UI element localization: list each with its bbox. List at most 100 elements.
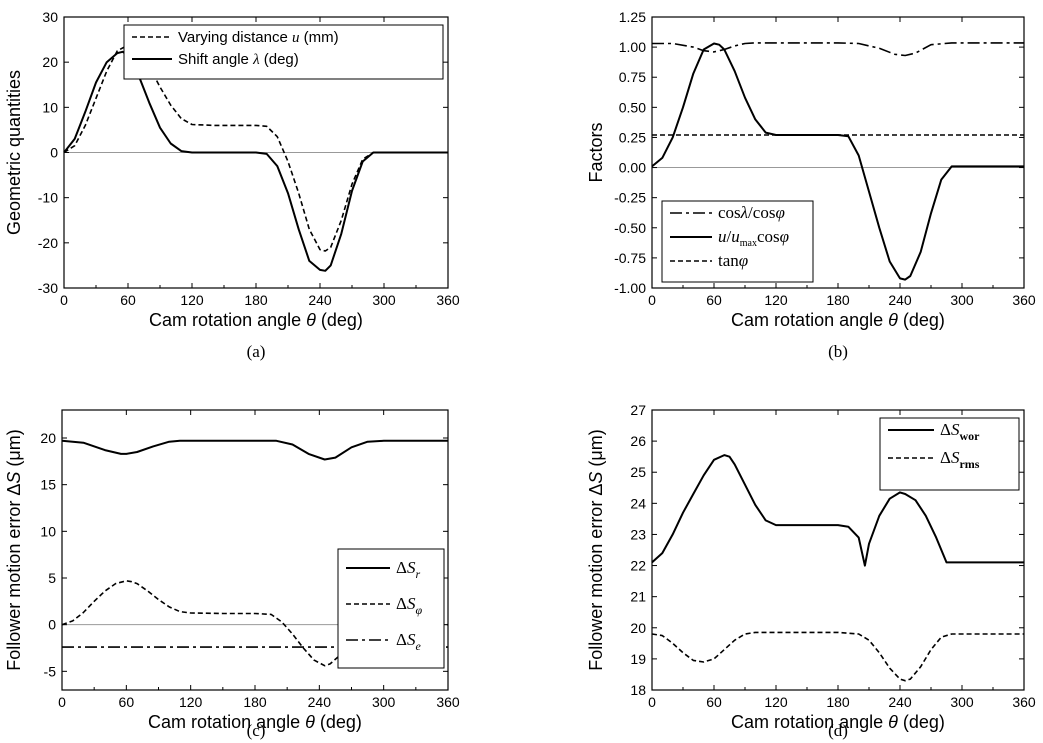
y-tick-label: -0.50 [614,220,646,236]
legend-entry-3: tanφ [718,251,748,270]
x-tick-label: 0 [60,292,68,308]
series-line-1 [61,439,448,461]
y-axis-label: Follower motion error ΔS (μm) [586,429,606,670]
series-line-2 [61,579,448,667]
y-tick-label: 20 [630,620,646,636]
x-tick-label: 0 [648,292,656,308]
series-line-1 [63,44,448,252]
x-tick-label: 240 [308,694,332,710]
legend-entry-1: Varying distance u (mm) [178,29,339,46]
legend-entry-1: cosλ/cosφ [718,203,785,222]
x-tick-label: 240 [308,292,332,308]
y-tick-label: 30 [42,9,58,25]
legend-entry-1: ΔSwor [940,420,980,443]
y-tick-label: -0.75 [614,250,646,266]
y-tick-label: 0.50 [619,99,646,115]
legend-entry-2: ΔSrms [940,448,980,471]
legend-entry-2: ΔSφ [396,594,422,617]
y-tick-label: 18 [630,682,646,698]
y-tick-label: 24 [630,495,646,511]
x-tick-label: 120 [764,694,788,710]
y-tick-label: 21 [630,589,646,605]
chart-panel-d: 0 60 120 180 240 300 360 18 19 20 21 22 23 24 25 26 27 Ca… [586,402,1036,740]
x-tick-label: 240 [888,292,912,308]
y-tick-label: 23 [630,526,646,542]
y-axis-label: Factors [586,122,606,182]
x-tick-label: 0 [58,694,66,710]
y-tick-label: 22 [630,558,646,574]
y-tick-label: 0.75 [619,69,646,85]
y-tick-label: 1.00 [619,39,646,55]
y-tick-label: 25 [630,464,646,480]
x-tick-label: 60 [706,694,722,710]
y-tick-label: 27 [630,402,646,418]
x-tick-label: 360 [436,292,460,308]
x-tick-label: 60 [706,292,722,308]
legend-box [661,200,814,283]
y-tick-label: -30 [38,280,58,296]
series-line-2 [63,50,448,272]
panel-caption: (a) [247,342,266,361]
y-tick-label: 10 [40,523,56,539]
x-tick-label: 300 [950,292,974,308]
x-tick-label: 360 [1012,292,1036,308]
x-tick-label: 120 [180,292,204,308]
chart-panel-b: 0 60 120 180 240 300 360 -1.00 -0.75 -0.50 -0.25 0.… [586,9,1036,361]
x-tick-label: 300 [372,292,396,308]
x-tick-label: 120 [764,292,788,308]
x-axis-label: Cam rotation angle θ (deg) [148,712,362,732]
x-tick-label: 180 [243,694,267,710]
legend-entry-1: ΔSr [396,558,420,581]
y-tick-label: 1.25 [619,9,646,25]
legend-entry-3: ΔSe [396,630,421,653]
x-tick-label: 180 [826,694,850,710]
y-tick-label: 0.00 [619,160,646,176]
y-tick-label: 20 [40,430,56,446]
y-tick-label: 0 [48,617,56,633]
legend-box [123,24,444,80]
y-tick-label: 0.25 [619,129,646,145]
legend: ΔSwor ΔSrms [879,417,1020,491]
legend: cosλ/cosφ u/umaxcosφ tanφ [661,200,814,283]
y-tick-label: 5 [48,570,56,586]
y-tick-label: 19 [630,651,646,667]
y-tick-label: 26 [630,433,646,449]
series-line-2 [651,631,1024,682]
y-tick-label: 10 [42,99,58,115]
panel-caption: (d) [828,721,848,740]
x-axis-label: Cam rotation angle θ (deg) [149,310,363,330]
x-tick-label: 300 [372,694,396,710]
y-axis-label: Follower motion error ΔS (μm) [4,429,24,670]
y-axis-label: Geometric quantities [4,70,24,235]
legend-box [879,417,1020,491]
y-tick-label: 20 [42,54,58,70]
x-tick-label: 240 [888,694,912,710]
x-tick-label: 180 [244,292,268,308]
legend: Varying distance u (mm) Shift angle λ (de… [123,24,444,80]
x-tick-label: 0 [648,694,656,710]
x-tick-label: 300 [950,694,974,710]
y-tick-label: -5 [44,663,57,679]
x-tick-label: 60 [119,694,135,710]
x-tick-label: 360 [436,694,460,710]
y-tick-label: 0 [50,145,58,161]
x-tick-label: 360 [1012,694,1036,710]
y-tick-label: 15 [40,477,56,493]
x-tick-label: 60 [120,292,136,308]
series-line-1 [651,454,1024,567]
panel-caption: (c) [247,721,266,740]
x-axis-label: Cam rotation angle θ (deg) [731,310,945,330]
y-tick-label: -0.25 [614,190,646,206]
x-tick-label: 120 [179,694,203,710]
legend: ΔSr ΔSφ ΔSe [337,548,445,669]
x-tick-label: 180 [826,292,850,308]
legend-box [337,548,445,669]
legend-entry-2: Shift angle λ (deg) [178,51,299,68]
x-axis-label: Cam rotation angle θ (deg) [731,712,945,732]
y-tick-label: -10 [38,190,58,206]
y-tick-label: -20 [38,235,58,251]
chart-panel-a: 0 60 120 180 240 300 360 -30 -20 -10 0 10 20 30 Cam ro… [4,9,460,361]
panel-caption: (b) [828,342,848,361]
